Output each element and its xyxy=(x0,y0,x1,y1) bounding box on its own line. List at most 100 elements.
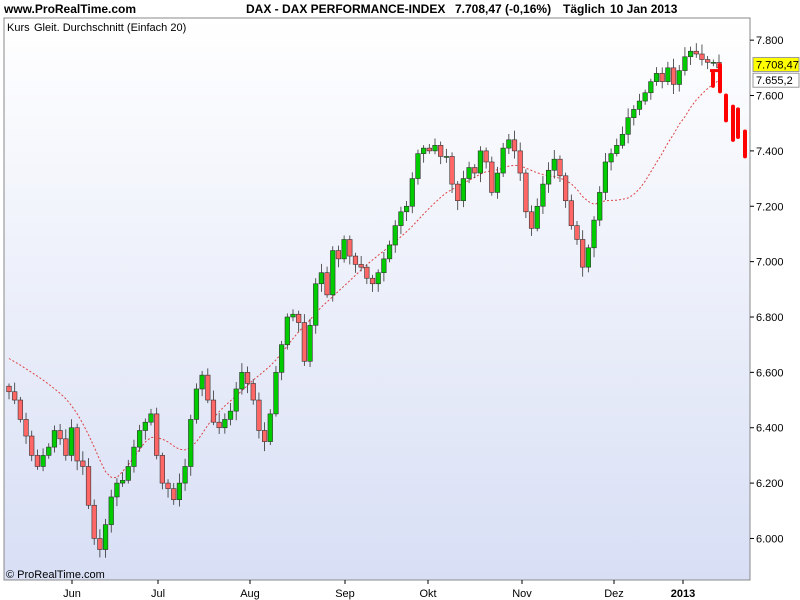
candle-body xyxy=(279,344,285,373)
candle xyxy=(699,44,705,66)
candle xyxy=(517,142,523,181)
candle-body xyxy=(23,419,29,437)
candle-body xyxy=(574,225,580,240)
candle-body xyxy=(250,383,256,401)
candle xyxy=(358,256,364,272)
candle-body xyxy=(57,430,63,440)
candle xyxy=(159,452,165,490)
candle-body xyxy=(193,388,200,420)
candle-body xyxy=(313,283,319,326)
candle-body xyxy=(517,150,523,174)
candle-body xyxy=(506,139,512,149)
candle-body xyxy=(676,70,682,85)
candle xyxy=(642,89,648,105)
candle xyxy=(369,274,376,292)
candle-body xyxy=(710,61,716,64)
candle xyxy=(17,396,23,423)
candle xyxy=(421,145,427,163)
candle-body xyxy=(114,482,120,498)
candle-body xyxy=(375,272,381,285)
x-tick-label: Dez xyxy=(604,588,624,600)
candle-body xyxy=(6,385,12,393)
candle xyxy=(193,383,200,424)
y-tick-label: 6.600 xyxy=(756,367,784,379)
candle xyxy=(375,269,381,292)
candle xyxy=(563,172,569,208)
candle xyxy=(176,473,183,507)
candle-body xyxy=(210,399,217,423)
candle xyxy=(477,146,484,183)
candle xyxy=(585,244,591,273)
candle-body xyxy=(585,247,591,268)
site-url[interactable]: www.ProRealTime.com xyxy=(4,2,137,16)
candle-body xyxy=(330,250,336,296)
candle xyxy=(608,148,614,171)
candle xyxy=(142,418,148,440)
candle-body xyxy=(199,374,205,390)
last-price-box xyxy=(752,56,800,72)
candle-body xyxy=(125,466,131,481)
candle xyxy=(540,175,546,215)
candle xyxy=(23,412,29,444)
candle xyxy=(80,451,86,475)
candle-body xyxy=(301,322,307,362)
candle-body xyxy=(290,313,296,318)
candle xyxy=(614,138,620,157)
candle-body xyxy=(154,413,160,456)
candle-body xyxy=(284,316,290,345)
candle xyxy=(6,383,12,400)
candle-body xyxy=(619,133,626,146)
candle xyxy=(455,181,461,211)
candle xyxy=(347,235,353,265)
candle-body xyxy=(205,374,211,401)
candle-body xyxy=(449,156,455,185)
legend-moving-average: Gleit. Durchschnitt (Einfach 20) xyxy=(34,22,186,34)
candle xyxy=(341,235,347,263)
candle-body xyxy=(523,172,529,213)
candle xyxy=(40,448,46,472)
candle-body xyxy=(256,399,262,431)
candle xyxy=(57,423,63,445)
candle-body xyxy=(386,244,393,260)
candle-body xyxy=(261,430,268,442)
x-tick-label: Sep xyxy=(335,588,355,600)
candle-body xyxy=(324,272,330,296)
candle xyxy=(307,318,313,368)
x-tick-label: Nov xyxy=(512,588,532,600)
candle xyxy=(710,59,716,67)
x-tick-label: Okt xyxy=(419,588,436,600)
candle-body xyxy=(63,438,69,456)
candle xyxy=(432,138,438,155)
candle-body xyxy=(602,161,608,193)
candle xyxy=(279,340,285,381)
candle xyxy=(114,478,120,507)
candle-body xyxy=(188,419,194,467)
candle xyxy=(364,264,370,285)
y-tick-label: 6.000 xyxy=(756,533,784,545)
y-tick-label: 7.600 xyxy=(756,91,784,103)
candle-body xyxy=(273,372,279,415)
plot-area xyxy=(3,17,751,581)
candle xyxy=(392,220,398,253)
candle-body xyxy=(358,264,364,268)
candle-body xyxy=(222,419,228,429)
candle xyxy=(545,162,552,193)
candle xyxy=(500,142,506,178)
candle xyxy=(494,166,501,199)
y-tick-label: 6.800 xyxy=(756,312,784,324)
candle xyxy=(222,413,228,434)
candle xyxy=(68,419,75,462)
candle xyxy=(102,518,109,558)
candle xyxy=(188,414,194,476)
candle-body xyxy=(682,56,688,71)
candle xyxy=(551,150,557,179)
candle xyxy=(665,61,671,86)
candle-body xyxy=(687,50,694,58)
candle xyxy=(449,152,455,194)
candle xyxy=(267,409,273,446)
candle-body xyxy=(563,175,569,202)
candle-body xyxy=(625,117,631,135)
candle-body xyxy=(591,219,597,249)
candle-body xyxy=(97,538,103,550)
candle-body xyxy=(341,239,347,260)
